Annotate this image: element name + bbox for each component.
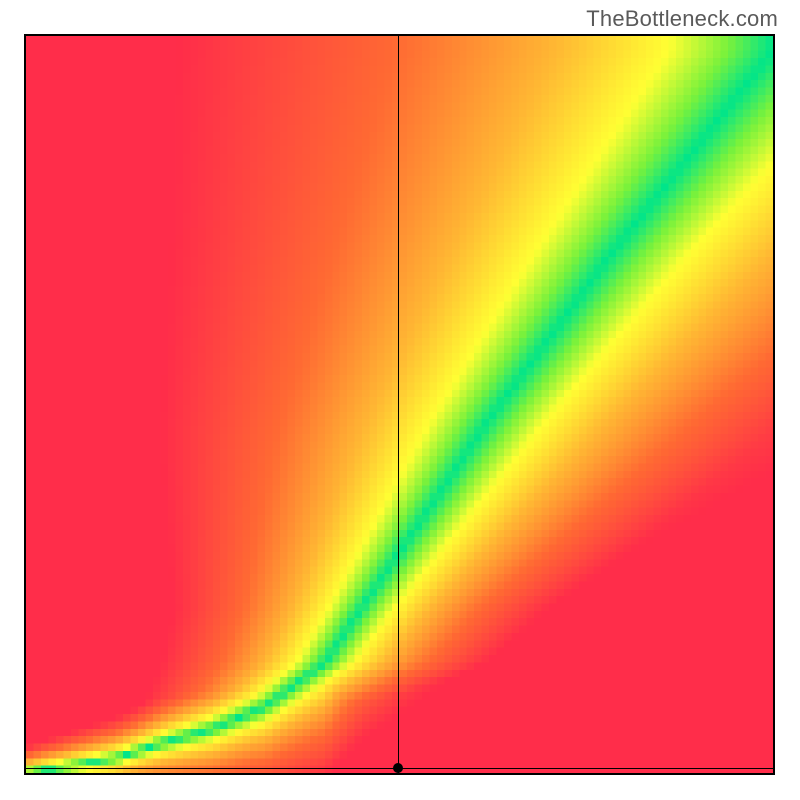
crosshair-vertical	[398, 36, 399, 773]
heatmap-canvas	[26, 36, 773, 773]
heatmap-plot[interactable]	[24, 34, 775, 775]
watermark-text: TheBottleneck.com	[586, 6, 778, 32]
selected-point-marker	[393, 763, 403, 773]
